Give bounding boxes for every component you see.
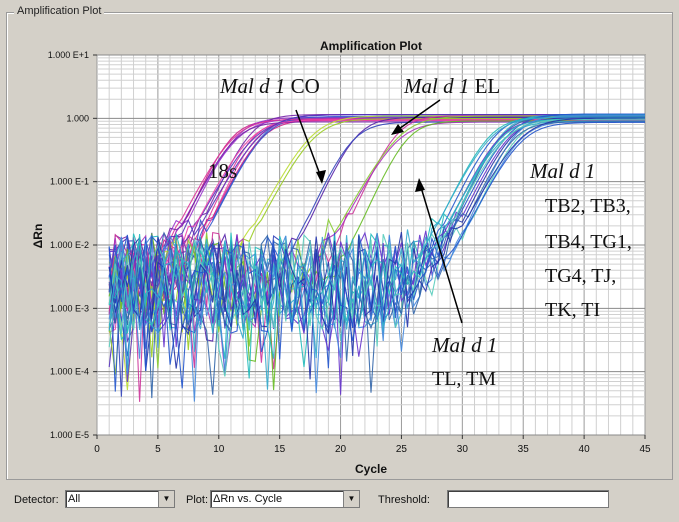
y-tick-label: 1.000 E-2 xyxy=(50,240,89,250)
amplification-curve xyxy=(108,113,645,357)
amplification-curve xyxy=(108,120,645,390)
detector-value: All xyxy=(68,493,81,505)
x-tick-label: 40 xyxy=(579,444,591,455)
x-tick-label: 15 xyxy=(274,444,286,455)
plot-select[interactable]: ΔRn vs. Cycle ▼ xyxy=(210,490,360,508)
amplification-curve xyxy=(108,114,645,402)
x-tick-label: 35 xyxy=(518,444,530,455)
plot-value: ΔRn vs. Cycle xyxy=(213,493,283,505)
control-bar: Detector: All ▼ Plot: ΔRn vs. Cycle ▼ Th… xyxy=(0,482,679,522)
amplification-curve xyxy=(108,117,645,380)
annotation-tb-line3: TG4, TJ, xyxy=(545,265,616,287)
arrow-el xyxy=(395,99,441,132)
x-tick-label: 45 xyxy=(639,444,651,455)
threshold-input[interactable] xyxy=(447,490,609,508)
x-tick-label: 0 xyxy=(94,444,100,455)
amplification-curve xyxy=(108,118,645,377)
annotation-tb-line1: TB2, TB3, xyxy=(545,195,631,217)
x-tick-label: 25 xyxy=(396,444,408,455)
annotation-tb-line4: TK, TI xyxy=(545,299,600,321)
annotation-tl-tm: Mal d 1 TL, TM xyxy=(431,333,497,390)
x-tick-label: 20 xyxy=(335,444,347,455)
svg-text:Mal d 1 CO: Mal d 1 CO xyxy=(219,74,320,98)
annotation-tl-line1: TL, TM xyxy=(432,368,496,390)
plot-label: Plot: xyxy=(186,494,209,506)
y-tick-label: 1.000 E+1 xyxy=(48,50,89,60)
y-tick-label: 1.000 E-1 xyxy=(50,177,89,187)
x-axis-label: Cycle xyxy=(355,462,387,476)
curve-series xyxy=(108,113,645,402)
amplification-curve xyxy=(108,118,645,379)
svg-text:Mal d 1 EL: Mal d 1 EL xyxy=(403,74,500,98)
arrow-tl-head xyxy=(415,178,425,192)
y-tick-label: 1.000 xyxy=(66,113,89,123)
x-tick-label: 30 xyxy=(457,444,469,455)
arrow-el-head xyxy=(391,124,404,135)
amplification-curve xyxy=(108,116,645,372)
annotation-tb-group: Mal d 1 TB2, TB3, TB4, TG1, TG4, TJ, TK,… xyxy=(529,159,632,321)
y-tick-label: 1.000 E-3 xyxy=(50,303,89,313)
chart-title: Amplification Plot xyxy=(320,39,422,53)
detector-label: Detector: xyxy=(14,494,59,506)
y-tick-label: 1.000 E-5 xyxy=(50,430,89,440)
amplification-curve xyxy=(108,121,645,389)
annotation-mal-d1-el: Mal d 1 EL xyxy=(403,74,500,98)
amplification-curve xyxy=(108,121,645,395)
detector-dropdown-icon[interactable]: ▼ xyxy=(158,491,174,507)
y-tick-label: 1.000 E-4 xyxy=(50,367,89,377)
annotation-el-gene: Mal d 1 xyxy=(403,74,469,98)
plot-group-frame xyxy=(6,12,673,480)
amplification-chart: 0 5 10 15 20 25 30 35 40 45 1.000 E-5 1.000 E-4 1.00… xyxy=(31,39,651,476)
annotation-tb-gene: Mal d 1 xyxy=(529,159,595,183)
x-tick-label: 10 xyxy=(213,444,225,455)
plot-dropdown-icon[interactable]: ▼ xyxy=(343,491,359,507)
arrows xyxy=(295,99,463,324)
arrow-tl xyxy=(419,183,463,324)
annotation-co-label: CO xyxy=(285,74,319,98)
annotation-tl-gene: Mal d 1 xyxy=(431,333,497,357)
arrow-co-head xyxy=(316,170,326,184)
annotation-tb-line2: TB4, TG1, xyxy=(545,231,632,253)
annotation-co-gene: Mal d 1 xyxy=(219,74,285,98)
detector-select[interactable]: All ▼ xyxy=(65,490,175,508)
panel-title: Amplification Plot xyxy=(14,5,105,17)
annotation-el-label: EL xyxy=(469,74,500,98)
annotation-18s: 18s xyxy=(208,159,237,183)
arrow-co xyxy=(295,109,323,181)
x-tick-label: 5 xyxy=(155,444,161,455)
y-axis-label: ΔRn xyxy=(31,224,45,249)
axes: 0 5 10 15 20 25 30 35 40 45 1.000 E-5 1.000 E-4 1.00… xyxy=(48,50,651,455)
annotation-mal-d1-co: Mal d 1 CO xyxy=(219,74,320,98)
threshold-label: Threshold: xyxy=(378,494,430,506)
